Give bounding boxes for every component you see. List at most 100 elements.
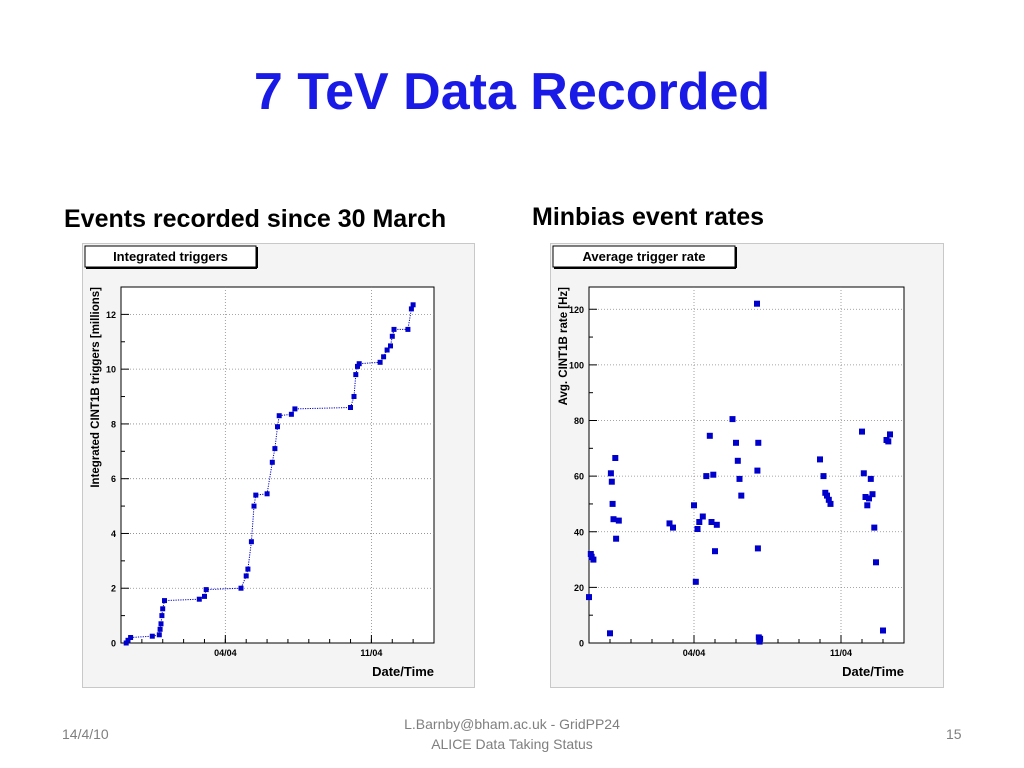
data-point <box>712 548 718 555</box>
right-chart-heading: Minbias event rates <box>532 203 765 231</box>
y-tick-label: 8 <box>111 419 116 429</box>
data-point <box>253 492 259 498</box>
data-point <box>885 438 892 445</box>
data-point <box>586 594 592 601</box>
data-point <box>381 354 387 360</box>
footer-author-line2: ALICE Data Taking Status <box>431 736 593 752</box>
y-tick-label: 60 <box>574 472 584 482</box>
data-point <box>405 326 411 332</box>
data-point <box>156 632 162 638</box>
x-tick-label: 11/04 <box>830 648 852 658</box>
plot-frame <box>120 286 435 644</box>
data-point <box>159 613 165 619</box>
data-point <box>238 585 244 591</box>
data-point <box>666 520 673 527</box>
data-point <box>162 598 167 604</box>
y-tick-label: 0 <box>111 639 116 649</box>
y-tick-label: 80 <box>574 416 584 426</box>
data-point <box>272 446 278 452</box>
data-point <box>264 491 270 497</box>
y-tick-label: 0 <box>579 639 584 649</box>
data-point <box>691 502 697 509</box>
data-point <box>710 471 717 478</box>
series-line <box>125 304 414 644</box>
data-point <box>269 459 275 465</box>
data-point <box>125 637 131 643</box>
data-point <box>692 578 699 585</box>
data-point <box>157 626 163 632</box>
data-point <box>203 587 209 593</box>
y-tick-label: 20 <box>574 583 584 593</box>
data-point <box>607 630 613 637</box>
data-point <box>706 432 713 439</box>
data-point <box>860 470 867 477</box>
data-point <box>862 494 869 500</box>
data-point <box>757 635 764 642</box>
data-point <box>389 333 395 339</box>
data-point <box>607 470 614 477</box>
data-point <box>754 300 760 307</box>
footer-date: 14/4/10 <box>62 726 109 742</box>
data-point <box>871 524 878 531</box>
data-point <box>288 411 294 417</box>
data-point <box>869 491 876 498</box>
data-point <box>128 635 134 640</box>
y-tick-label: 100 <box>569 360 584 370</box>
data-point <box>859 428 865 435</box>
y-axis-label: Avg. CINT1B rate [Hz] <box>558 287 570 406</box>
data-point <box>410 302 416 308</box>
data-point <box>158 621 164 627</box>
data-point <box>348 405 353 410</box>
data-point <box>817 456 823 463</box>
data-point <box>694 526 701 532</box>
data-point <box>377 359 383 365</box>
data-point <box>243 573 249 579</box>
data-point <box>864 502 871 509</box>
data-point <box>275 424 280 430</box>
data-point <box>353 372 359 378</box>
data-point <box>733 439 739 446</box>
y-tick-label: 4 <box>111 529 116 539</box>
data-point <box>292 406 298 412</box>
data-point <box>738 492 745 499</box>
slide-title: 7 TeV Data Recorded <box>253 63 771 121</box>
trigger-rate-svg: 0 20 40 60 80 100 120 04/04 11/04 Average trigger… <box>552 245 905 679</box>
data-point <box>609 500 616 507</box>
data-point <box>388 343 393 349</box>
data-point <box>202 593 207 599</box>
left-chart-heading: Events recorded since 30 March <box>64 205 447 233</box>
data-point <box>825 496 832 503</box>
data-point <box>699 513 706 520</box>
y-tick-label: 40 <box>574 527 584 537</box>
data-point <box>827 500 834 507</box>
data-point <box>251 503 257 509</box>
data-point <box>196 596 202 602</box>
data-point <box>245 566 251 572</box>
integrated-triggers-chart: 0 2 4 6 8 10 12 04/04 11/04 Integrated triggers Da… <box>82 243 475 688</box>
data-point <box>729 416 736 423</box>
data-point <box>880 627 886 634</box>
chart-title: Integrated triggers <box>113 249 228 264</box>
data-point <box>867 475 874 482</box>
data-point <box>123 640 129 646</box>
data-point <box>351 394 357 399</box>
data-point <box>887 431 893 438</box>
data-point <box>384 347 390 353</box>
data-point <box>355 363 360 369</box>
data-point <box>696 519 703 525</box>
data-point <box>149 633 155 639</box>
data-point <box>824 492 830 499</box>
y-tick-label: 6 <box>111 474 116 484</box>
data-point <box>613 535 620 542</box>
footer-author-line1: L.Barnby@bham.ac.uk - GridPP24 <box>404 716 620 732</box>
plot-frame <box>588 286 905 644</box>
data-point <box>755 439 762 446</box>
data-point <box>734 457 741 464</box>
x-tick-label: 04/04 <box>683 648 706 658</box>
data-point <box>610 516 617 523</box>
data-point <box>248 539 254 545</box>
data-point <box>736 475 743 482</box>
chart-title: Average trigger rate <box>582 249 705 264</box>
data-point <box>754 467 761 474</box>
y-tick-label: 10 <box>106 365 116 375</box>
